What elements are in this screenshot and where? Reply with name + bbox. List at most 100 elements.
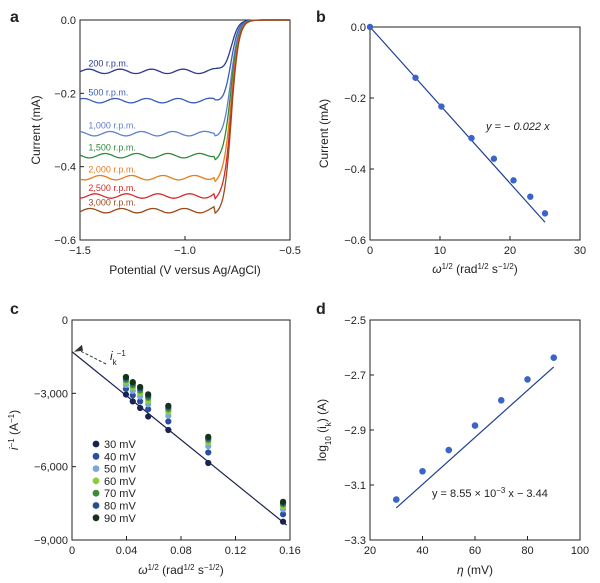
panel-a-series-label: 200 r.p.m. bbox=[88, 58, 128, 68]
panel-a-xtick-label: −1.0 bbox=[174, 245, 196, 257]
panel-b-xlabel-part-3: 1/2 bbox=[477, 262, 489, 271]
panel-a-curve bbox=[79, 19, 290, 215]
panel-d-point bbox=[524, 376, 531, 383]
panel-d-ylabel-part-4: ) (A) bbox=[315, 399, 329, 422]
panel-d-ylabel: log10 (ik) (A) bbox=[315, 399, 333, 461]
panel-d-ytick-label: −3.1 bbox=[344, 480, 366, 492]
panel-a-series-label: 2,500 r.p.m. bbox=[88, 183, 136, 193]
panel-b-point bbox=[366, 23, 374, 31]
panel-d-ytick-label: −3.3 bbox=[344, 535, 366, 547]
panel-c-point bbox=[165, 402, 172, 409]
panel-c-xlabel-part-2: (rad bbox=[159, 563, 184, 577]
panel-d-point bbox=[550, 354, 558, 361]
panel-b-xtick-label: 10 bbox=[434, 245, 446, 257]
panel-b-fit-line bbox=[369, 26, 546, 223]
panel-b-xtick-label: 20 bbox=[504, 245, 516, 257]
panel-c-point bbox=[129, 392, 136, 399]
panel-c-xtick-label: 0.04 bbox=[116, 545, 137, 557]
panel-c-point bbox=[165, 426, 172, 434]
panel-b-fit-label: y = − 0.022 x bbox=[485, 121, 550, 133]
panel-b-label: b bbox=[316, 9, 326, 26]
panel-c-point bbox=[137, 404, 144, 412]
panel-b-xtick-label: 30 bbox=[574, 245, 586, 257]
panel-b-point bbox=[490, 155, 498, 162]
panel-c-annotation: ik−1 bbox=[110, 349, 126, 367]
panel-c-point bbox=[122, 391, 130, 398]
panel-c-legend-label: 40 mV bbox=[104, 451, 136, 463]
panel-c-xtick-label: 0.16 bbox=[279, 545, 300, 557]
panel-d-xtick-label: 40 bbox=[416, 545, 428, 557]
panel-c-xlabel-part-1: 1/2 bbox=[148, 563, 160, 572]
panel-b-xlabel: ω1/2 (rad1/2 s−1/2) bbox=[432, 262, 517, 277]
panel-b-xtick-label: 0 bbox=[367, 245, 373, 257]
panel-b-point bbox=[541, 210, 549, 217]
panel-c-point bbox=[129, 378, 136, 386]
panel-b-ylabel: Current (mA) bbox=[317, 99, 331, 168]
panel-c-legend-label: 90 mV bbox=[104, 513, 136, 525]
panel-b-point bbox=[468, 134, 475, 142]
panel-a-ylabel: Current (mA) bbox=[29, 95, 43, 164]
panel-d-fit-line bbox=[395, 366, 555, 509]
panel-a-ytick-label: −0.2 bbox=[54, 88, 76, 100]
panel-d-fit-label: y = 8.55 × 10−3 x − 3.44 bbox=[432, 486, 548, 501]
panel-c-annotation-arrow bbox=[77, 349, 107, 365]
panel-b-xlabel-part-0: ω bbox=[432, 262, 441, 276]
panel-c-annotation-part-1: k bbox=[113, 358, 118, 367]
panel-c-xtick-label: 0.08 bbox=[170, 545, 191, 557]
panel-d-ylabel-part-0: log bbox=[315, 445, 329, 461]
panel-c-xlabel-part-6: ) bbox=[220, 563, 224, 577]
panel-c-ytick-label: −9,000 bbox=[34, 535, 68, 547]
panel-d-ytick-label: −2.5 bbox=[344, 315, 366, 327]
panel-c-xlabel-part-5: −1/2 bbox=[204, 563, 220, 572]
panel-d-frame bbox=[369, 319, 581, 541]
panel-b-xlabel-part-1: 1/2 bbox=[442, 262, 454, 271]
panel-c-ylabel: i−1 (A−1) bbox=[7, 410, 22, 450]
panel-c-xtick-label: 0 bbox=[69, 545, 75, 557]
panel-c-legend-marker bbox=[92, 440, 100, 448]
panel-c-ylabel-part-3: −1 bbox=[7, 413, 16, 423]
panel-c-point bbox=[145, 391, 152, 398]
panel-c-ylabel-part-1: −1 bbox=[7, 438, 16, 448]
panel-d-point bbox=[471, 422, 479, 429]
panel-d-point bbox=[445, 446, 453, 454]
panel-c-legend-label: 70 mV bbox=[104, 488, 136, 500]
panel-c-label: c bbox=[10, 301, 19, 318]
panel-d-point bbox=[497, 397, 505, 404]
panel-c-point bbox=[145, 406, 152, 413]
panel-c-legend-marker bbox=[92, 465, 100, 472]
panel-c-point bbox=[122, 373, 130, 381]
panel-a-curve bbox=[79, 19, 290, 137]
panel-c-ylabel-part-2: (A bbox=[7, 423, 21, 438]
panel-b-xlabel-part-5: −1/2 bbox=[498, 262, 514, 271]
panel-b-point bbox=[510, 177, 517, 184]
panel-c-point bbox=[279, 518, 287, 525]
panel-d-ylabel-part-3: k bbox=[324, 421, 333, 426]
panel-b-xlabel-part-6: ) bbox=[514, 262, 518, 276]
panel-a-series-label: 1,500 r.p.m. bbox=[88, 143, 136, 153]
panel-b-ytick-label: −0.4 bbox=[344, 164, 366, 176]
panel-c-point bbox=[165, 418, 172, 425]
panel-a-ytick-label: −0.6 bbox=[54, 235, 76, 247]
panel-b-point bbox=[527, 193, 534, 200]
panel-c-point bbox=[137, 398, 144, 405]
panel-a-xlabel: Potential (V versus Ag/AgCl) bbox=[109, 263, 260, 277]
panel-a-series-label: 500 r.p.m. bbox=[88, 88, 128, 98]
panel-c-point bbox=[137, 383, 144, 391]
panel-b-ytick-label: −0.6 bbox=[344, 235, 366, 247]
panel-c-point bbox=[279, 498, 287, 505]
panel-c-point bbox=[205, 459, 212, 467]
panel-b-ytick-label: −0.2 bbox=[344, 93, 366, 105]
panel-c-point bbox=[205, 449, 212, 456]
panel-a-series-label: 3,000 r.p.m. bbox=[88, 198, 136, 208]
panel-d-point bbox=[419, 467, 426, 475]
panel-b-xlabel-part-2: (rad bbox=[453, 262, 478, 276]
panel-d-ytick-label: −2.7 bbox=[344, 370, 366, 382]
panel-c-ytick-label: −6,000 bbox=[34, 462, 68, 474]
panel-d-xlabel-part-1: (mV) bbox=[464, 563, 493, 577]
panel-a-series-label: 2,000 r.p.m. bbox=[88, 165, 136, 175]
panel-d-ytick-label: −2.9 bbox=[344, 425, 366, 437]
panel-c-ylabel-part-0: i bbox=[7, 447, 21, 450]
panel-c-ytick-label: −3,000 bbox=[34, 388, 68, 400]
panel-c-xlabel: ω1/2 (rad1/2 s−1/2) bbox=[138, 563, 223, 578]
